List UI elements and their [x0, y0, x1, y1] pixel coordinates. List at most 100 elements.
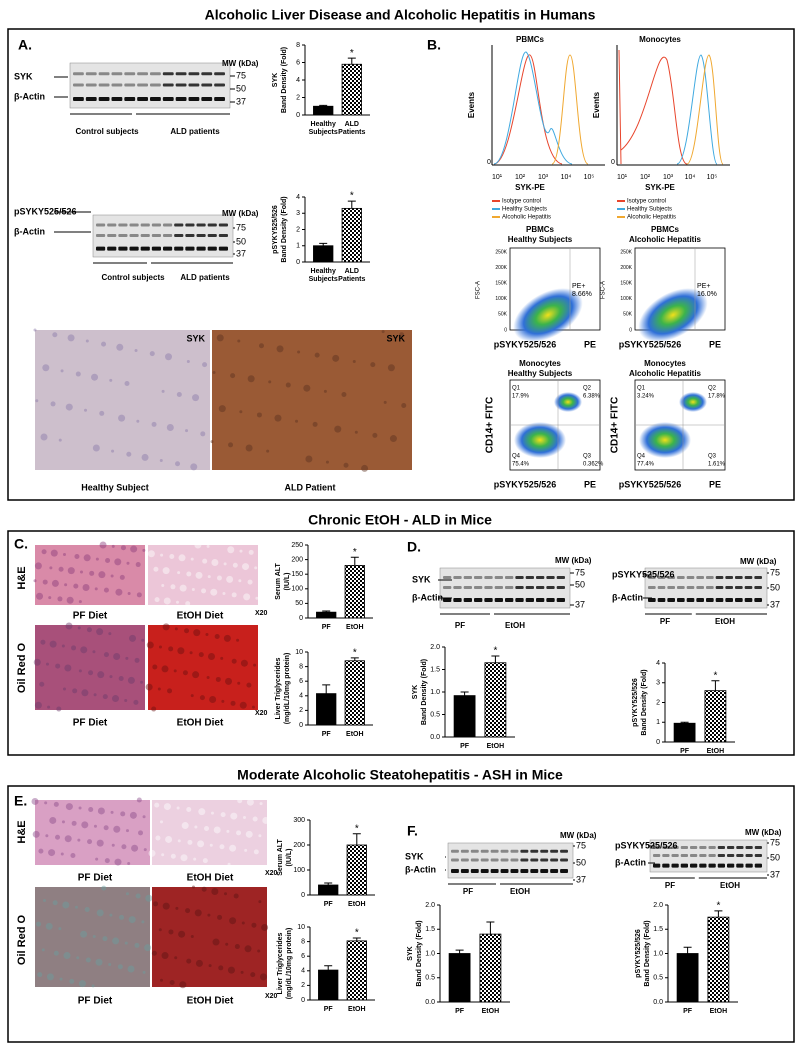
histology-texture [96, 628, 104, 636]
blot-band [98, 72, 110, 76]
histology-texture [295, 419, 299, 423]
histology-texture [158, 928, 162, 932]
bar [341, 207, 362, 263]
label: Monocytes [519, 359, 561, 368]
blot-band [118, 223, 128, 227]
histology-texture [259, 802, 263, 806]
significance: * [353, 547, 357, 558]
blot-band [96, 246, 106, 251]
histology-texture [246, 682, 252, 688]
histology-texture [176, 391, 182, 397]
y-tick-label: 0 [301, 997, 305, 1004]
histology-texture [78, 600, 82, 604]
histology-texture [202, 362, 208, 368]
histology-texture [190, 463, 198, 471]
histology-texture [98, 571, 106, 579]
error-bar [324, 882, 333, 885]
histology-texture [202, 858, 208, 864]
blot-band [744, 598, 753, 602]
y-tick-label: 2 [301, 982, 305, 989]
histology-texture [48, 849, 56, 857]
histology-texture [40, 433, 48, 441]
blot-group: EtOH [715, 617, 735, 626]
blot-band [657, 576, 666, 579]
mw-marker: 37 [575, 599, 585, 609]
histology-texture [91, 984, 95, 988]
label: PE [584, 479, 596, 489]
histology-texture [33, 328, 37, 332]
section-box [7, 530, 795, 756]
blot-band [137, 97, 148, 101]
error-bar [460, 691, 469, 696]
blot-band [129, 246, 139, 251]
blot-band [451, 849, 459, 853]
label: PF Diet [78, 996, 113, 1007]
section-title: Chronic EtOH - ALD in Mice [308, 512, 492, 528]
histology-texture [168, 929, 174, 935]
histology-texture [134, 348, 138, 352]
histology-texture [201, 886, 207, 892]
blot-band [494, 576, 503, 579]
blot-band [505, 576, 514, 579]
y-tick-label: 150 [291, 571, 303, 578]
blot-band [653, 846, 661, 849]
histology-texture [231, 658, 237, 664]
histology-texture [55, 834, 61, 840]
label: 17.8% [708, 394, 726, 400]
histology-texture [187, 839, 193, 845]
histology-texture [204, 825, 210, 831]
blot-band [85, 72, 97, 76]
blot-band [717, 846, 725, 849]
legend-label: Alcoholic Hepatitis [627, 215, 676, 221]
histology-texture [234, 944, 240, 950]
histology-texture [285, 382, 291, 388]
histology-texture [87, 839, 93, 845]
blot-band [525, 586, 534, 589]
histology-texture [67, 334, 75, 342]
y-tick-label: 2 [296, 226, 300, 233]
histology-texture [125, 656, 129, 660]
y-tick-label: 4 [296, 194, 300, 201]
label: 200K [495, 265, 507, 271]
blot-band [162, 97, 174, 101]
histology-texture [175, 906, 179, 910]
label: 250K [495, 249, 507, 255]
blot-band [124, 83, 136, 87]
histology-texture [119, 914, 125, 920]
histology-texture [46, 973, 54, 981]
histology-texture [110, 574, 114, 578]
histology-texture [114, 858, 122, 866]
blot-band [677, 586, 685, 589]
error-bar [324, 965, 333, 971]
blot-band [505, 586, 514, 589]
x-tick-label: PF [322, 624, 332, 631]
histology-texture [120, 545, 126, 551]
blot-band [98, 83, 110, 87]
label: PF Diet [73, 718, 108, 729]
label: 0 [611, 159, 615, 166]
histology-texture [209, 843, 213, 847]
blot-band [201, 72, 213, 76]
histology-texture [151, 950, 157, 956]
histology-texture [251, 922, 257, 928]
histology-texture [169, 553, 175, 559]
label: SYK-PE [515, 183, 545, 192]
label: 100K [495, 296, 507, 302]
histology-texture [141, 638, 145, 642]
blot-band [162, 83, 174, 87]
y-tick-label: 2.0 [425, 902, 435, 909]
histology-texture [86, 627, 92, 633]
histology-texture [39, 681, 45, 687]
x-tick-label: PF [683, 1008, 693, 1015]
histology-texture [45, 922, 53, 930]
label: 0 [504, 327, 507, 333]
blot-band [715, 598, 724, 602]
label: EtOH Diet [187, 996, 234, 1007]
histology-texture [168, 646, 174, 652]
histology-texture [177, 571, 181, 575]
blot-band [725, 576, 733, 579]
label: 50K [498, 312, 508, 318]
histology-texture [42, 898, 46, 902]
bar [344, 660, 365, 726]
label: Oil Red O [16, 643, 28, 694]
